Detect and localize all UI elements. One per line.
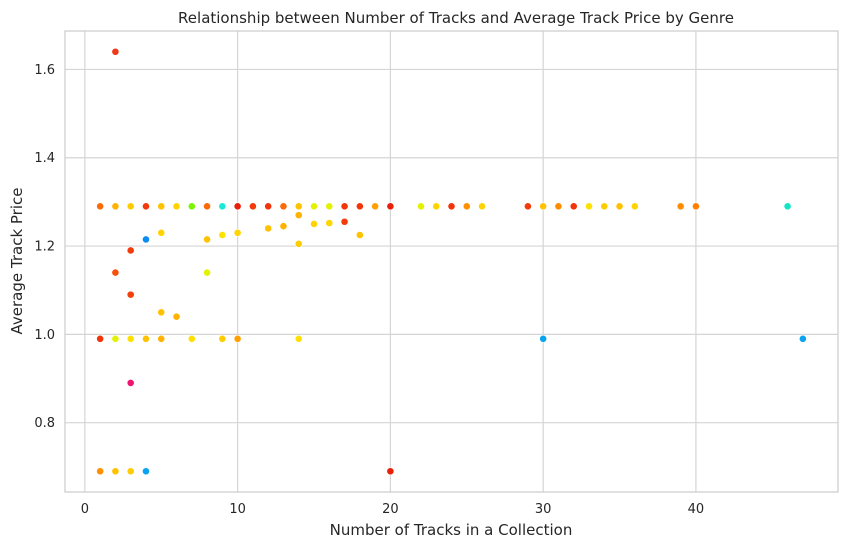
data-point (355, 202, 364, 211)
data-point (462, 202, 471, 211)
data-point (111, 202, 120, 211)
data-point (264, 202, 273, 211)
data-point (203, 268, 211, 277)
data-point (600, 202, 609, 211)
data-point (279, 202, 288, 211)
data-point (126, 467, 135, 476)
data-point (798, 334, 807, 343)
data-point (233, 202, 242, 211)
y-tick-label: 0.8 (34, 416, 55, 431)
data-point (294, 211, 303, 220)
data-point (111, 334, 120, 343)
grid-lines (65, 31, 838, 492)
data-point (142, 334, 150, 343)
y-tick-label: 1.4 (34, 151, 55, 166)
data-points (96, 47, 807, 476)
data-point (569, 202, 578, 211)
data-point (432, 202, 441, 211)
data-point (203, 235, 211, 244)
data-point (126, 334, 135, 343)
x-tick-label: 10 (229, 502, 246, 517)
data-point (233, 228, 242, 237)
x-tick-label: 0 (81, 502, 89, 517)
x-tick-labels: 0 10 20 30 40 (81, 502, 704, 517)
data-point (111, 467, 120, 476)
data-point (340, 217, 349, 226)
data-point (585, 202, 593, 211)
data-point (355, 231, 364, 239)
data-point (172, 312, 181, 321)
data-point (249, 202, 257, 211)
data-point (554, 202, 563, 211)
data-point (340, 202, 349, 211)
data-point (142, 235, 150, 244)
data-point (325, 219, 334, 227)
data-point (310, 220, 318, 228)
data-point (187, 334, 196, 343)
data-point (157, 308, 166, 317)
data-point (264, 224, 273, 233)
data-point (692, 202, 700, 211)
data-point (126, 202, 135, 211)
data-point (111, 268, 120, 277)
data-point (447, 202, 456, 211)
data-point (478, 202, 486, 211)
data-point (294, 334, 303, 343)
data-point (142, 467, 150, 476)
data-point (218, 231, 227, 239)
data-point (417, 202, 425, 211)
data-point (126, 379, 135, 387)
plot-frame (64, 30, 839, 493)
y-axis-label: Average Track Price (8, 188, 26, 335)
x-tick-label: 20 (382, 502, 399, 517)
data-point (96, 467, 105, 476)
data-point (783, 202, 792, 211)
y-tick-label: 1.6 (34, 63, 55, 78)
data-point (310, 202, 318, 211)
x-axis-label: Number of Tracks in a Collection (330, 521, 573, 539)
data-point (96, 202, 105, 211)
data-point (325, 202, 334, 211)
data-point (218, 334, 227, 343)
data-point (294, 239, 303, 248)
data-point (142, 202, 150, 211)
data-point (203, 202, 211, 211)
data-point (157, 334, 166, 343)
data-point (630, 202, 639, 211)
data-point (172, 202, 181, 211)
data-point (126, 290, 135, 299)
data-point (96, 334, 105, 343)
chart-title: Relationship between Number of Tracks an… (178, 9, 734, 27)
data-point (218, 202, 227, 211)
data-point (111, 47, 120, 56)
data-point (676, 202, 685, 211)
data-point (157, 202, 166, 211)
data-point (233, 334, 242, 343)
data-point (523, 202, 532, 211)
x-tick-label: 40 (688, 502, 705, 517)
data-point (157, 228, 166, 237)
y-tick-label: 1.0 (34, 328, 55, 343)
data-point (371, 202, 380, 211)
y-tick-labels: 0.8 1.0 1.2 1.4 1.6 (34, 63, 55, 431)
data-point (615, 202, 624, 211)
data-point (294, 202, 303, 211)
data-point (126, 246, 135, 255)
data-point (187, 202, 196, 211)
data-point (279, 222, 288, 231)
data-point (386, 467, 395, 476)
x-tick-label: 30 (535, 502, 552, 517)
data-point (539, 202, 548, 211)
data-point (539, 334, 548, 343)
y-tick-label: 1.2 (34, 240, 55, 255)
data-point (386, 202, 395, 211)
